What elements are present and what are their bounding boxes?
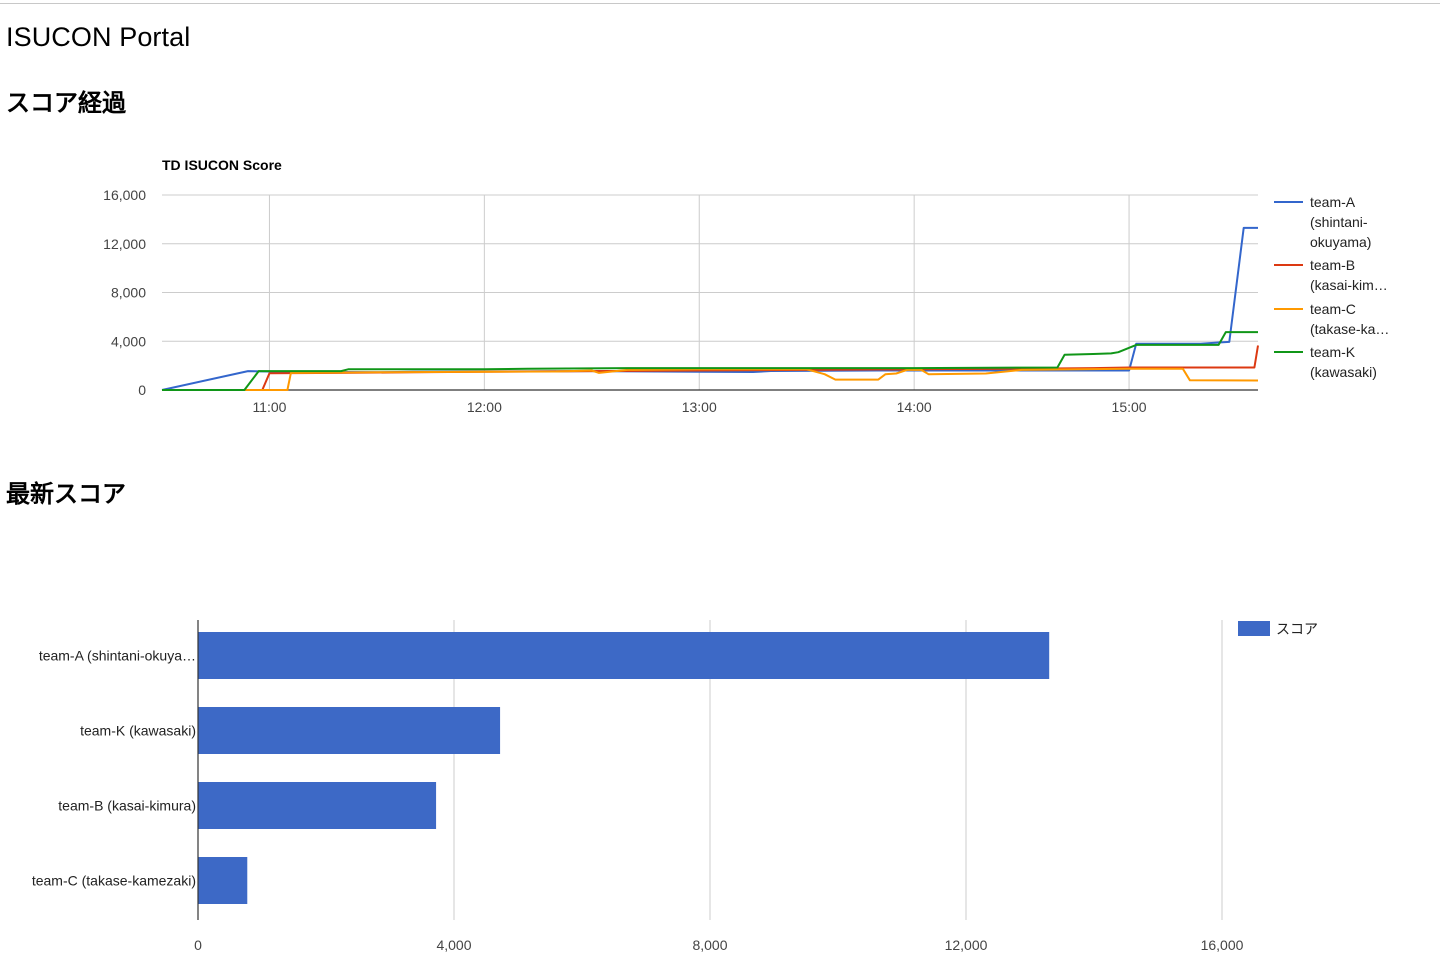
bar-category-label: team-B (kasai-kimura) (58, 798, 196, 814)
line-chart-y-tick-label: 4,000 (111, 333, 146, 349)
bar-legend-label: スコア (1276, 621, 1318, 637)
bar-1 (198, 632, 1050, 679)
bar-category-label: team-A (shintani-okuya… (39, 648, 196, 664)
line-chart-x-tick-label: 12:00 (467, 399, 502, 415)
latest-score-bar-chart: 0 4,000 8,000 12,000 16,000 team-A (shintani-… (32, 620, 1318, 953)
line-chart-x-tick-label: 14:00 (897, 399, 932, 415)
bar-category-label: team-C (takase-kamezaki) (32, 873, 196, 889)
line-chart-y-tick-label: 12,000 (103, 236, 146, 252)
legend-label-team-A: team-A (1310, 194, 1356, 210)
section-heading-score-progress: スコア経過 (6, 89, 126, 117)
bar-chart-x-tick-label: 0 (194, 937, 202, 953)
legend-label-team-B: (kasai-kim… (1310, 277, 1388, 293)
score-progress-line-chart: TD ISUCON Score 0 4,000 8,000 12,000 16,000 11… (103, 157, 1389, 415)
section-heading-latest-score: 最新スコア (6, 480, 126, 508)
legend-label-team-C: (takase-ka… (1310, 321, 1389, 337)
bar-chart-x-tick-label: 16,000 (1201, 937, 1244, 953)
bar-4 (198, 857, 248, 904)
line-chart-y-tick-label: 16,000 (103, 187, 146, 203)
top-divider (0, 3, 1440, 4)
bar-2 (198, 707, 501, 754)
bar-3 (198, 782, 437, 829)
legend-label-team-K: team-K (1310, 344, 1356, 360)
bar-legend-swatch (1238, 621, 1270, 636)
line-series-team-C (162, 367, 1259, 391)
bar-chart-x-tick-label: 12,000 (945, 937, 988, 953)
line-series-team-K (162, 331, 1258, 391)
legend-label-team-K: (kawasaki) (1310, 364, 1377, 380)
legend-label-team-B: team-B (1310, 257, 1355, 273)
bar-chart-x-tick-label: 8,000 (692, 937, 727, 953)
bar-category-label: team-K (kawasaki) (80, 723, 196, 739)
legend-label-team-C: team-C (1310, 301, 1356, 317)
line-chart-x-tick-label: 13:00 (682, 399, 717, 415)
legend-label-team-A: (shintani- (1310, 214, 1368, 230)
line-chart-x-tick-label: 11:00 (252, 399, 286, 415)
bar-chart-x-tick-label: 4,000 (436, 937, 471, 953)
line-series-team-A (161, 226, 1258, 391)
legend-label-team-A: okuyama) (1310, 234, 1371, 250)
line-chart-x-tick-label: 15:00 (1112, 399, 1147, 415)
line-chart-title: TD ISUCON Score (162, 157, 282, 173)
page-title: ISUCON Portal (6, 22, 191, 52)
line-chart-y-tick-label: 8,000 (111, 285, 146, 301)
line-chart-y-tick-label: 0 (138, 382, 146, 398)
